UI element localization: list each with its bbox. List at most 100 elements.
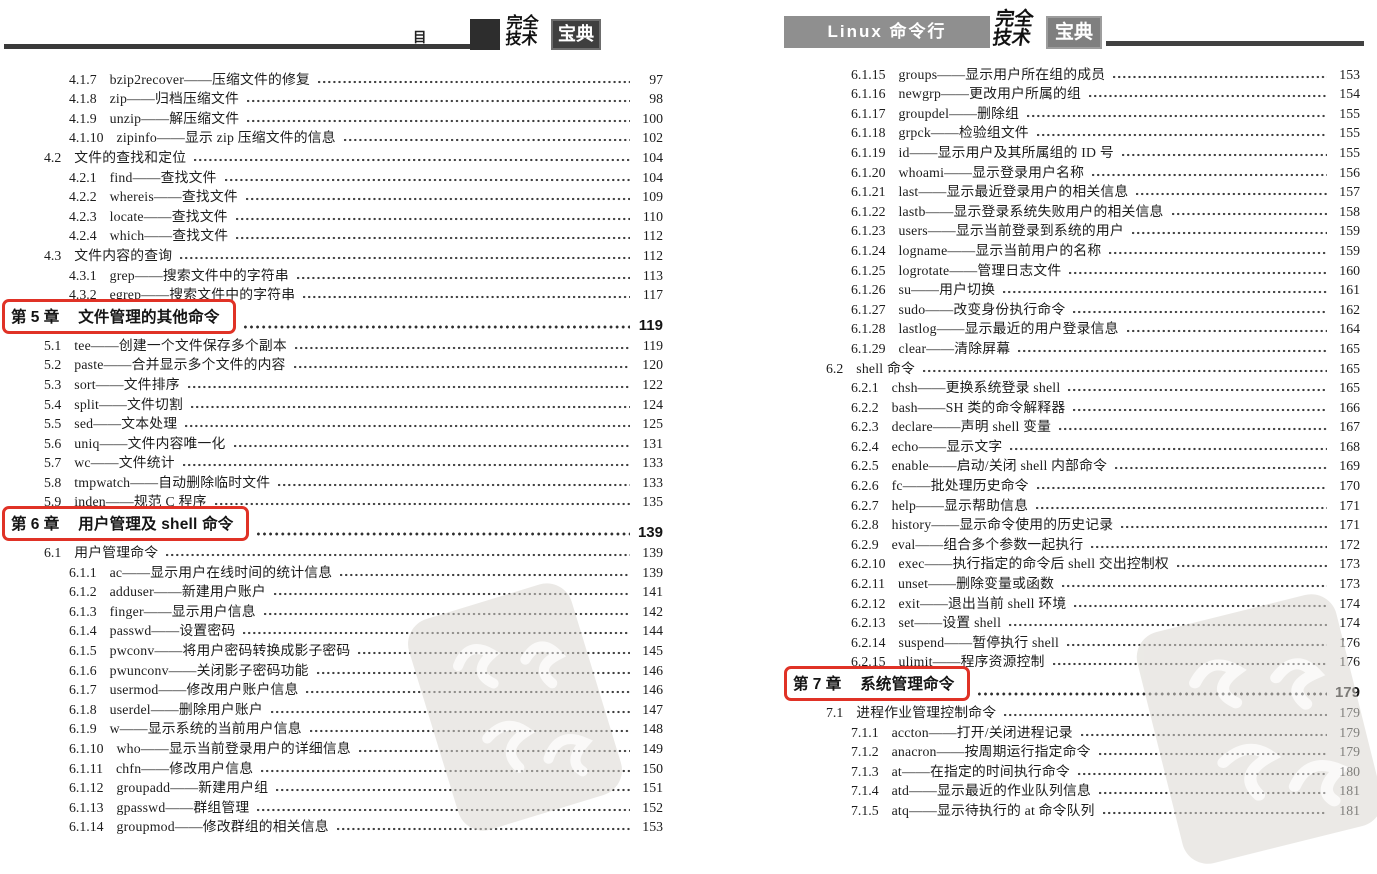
toc-entry-row: 7.1.2 anacron——按周期运行指定命令 179 (790, 741, 1360, 761)
toc-leader-dots (1068, 387, 1327, 394)
toc-entry-title: echo——显示文字 (891, 438, 1003, 454)
toc-entry-page: 160 (1339, 262, 1360, 278)
toc-entry-row: 6.2.7 help——显示帮助信息 171 (790, 494, 1360, 514)
toc-entry-title: set——设置 shell (898, 615, 1002, 631)
toc-leader-dots (243, 324, 630, 331)
toc-entry-number: 6.1.12 (69, 780, 104, 796)
toc-entry-row: 6.1.9 w——显示系统的当前用户信息 148 (8, 718, 663, 738)
toc-entry-number: 4.3.1 (69, 267, 97, 283)
toc-entry-title: history——显示命令使用的历史记录 (891, 517, 1114, 533)
toc-leader-dots (261, 767, 630, 774)
toc-leader-dots (1067, 641, 1327, 648)
right-page-header: Linux 命令行 完全 技术 宝典 (689, 0, 1377, 64)
toc-entry-row: 6.1.5 pwconv——将用户密码转换成影子密码 145 (8, 639, 663, 659)
toc-entry-page: 181 (1339, 802, 1360, 818)
toc-leader-dots (191, 403, 630, 410)
toc-entry-row: 6.2.2 bash——SH 类的命令解释器 166 (790, 396, 1360, 416)
toc-entry-page: 171 (1339, 497, 1360, 513)
toc-entry-row: 4.2.3 locate——查找文件 110 (8, 205, 663, 225)
toc-entry-row: 4.2.4 which——查找文件 112 (8, 225, 663, 245)
toc-entry-number: 6.1.11 (69, 760, 103, 776)
toc-entry-page: 174 (1339, 615, 1360, 631)
toc-leader-dots (1010, 445, 1327, 452)
header-rule (1106, 41, 1364, 46)
toc-leader-dots (340, 571, 630, 578)
toc-entry-number: 6.1.2 (69, 584, 97, 600)
toc-entry-title: chfn——修改用户信息 (115, 760, 254, 776)
toc-entry-title: tmpwatch——自动删除临时文件 (74, 474, 271, 490)
toc-entry-row: 6.1.29 clear——清除屏幕 165 (790, 337, 1360, 357)
toc-entry-number: 6.2.11 (851, 576, 885, 592)
toc-entry-page: 179 (1339, 705, 1360, 720)
toc-entry-row: 6.2.5 enable——启动/关闭 shell 内部命令 169 (790, 455, 1360, 475)
toc-entry-page: 145 (642, 643, 663, 659)
toc-entry-page: 172 (1339, 536, 1360, 552)
toc-entry-row: 6.1.20 whoami——显示登录用户名称 156 (790, 161, 1360, 181)
header-rule (4, 44, 470, 49)
toc-entry-number: 6.1.29 (851, 340, 886, 356)
toc-entry-row: 6.1.26 su——用户切换 161 (790, 279, 1360, 299)
toc-entry-page: 169 (1339, 458, 1360, 474)
toc-entry-number: 6.2.12 (851, 595, 886, 611)
toc-entry-title: newgrp——更改用户所属的组 (898, 86, 1082, 102)
toc-entry-row: 6.2 shell 命令 165 (790, 357, 1360, 377)
toc-leader-dots (166, 552, 630, 559)
toc-entry-row: 6.1.3 finger——显示用户信息 142 (8, 600, 663, 620)
toc-entry-page: 135 (642, 494, 663, 510)
toc-entry-number: 6.2.5 (851, 458, 879, 474)
toc-entry-page: 100 (642, 110, 663, 126)
toc-entry-number: 6.1.13 (69, 799, 104, 815)
toc-leader-dots (182, 462, 630, 469)
toc-leader-dots (1121, 151, 1327, 158)
toc-entry-page: 153 (642, 819, 663, 835)
toc-entry-page: 109 (642, 189, 663, 205)
toc-entry-row: 6.1.21 last——显示最近登录用户的相关信息 157 (790, 181, 1360, 201)
toc-entry-title: 文件内容的查询 (74, 247, 173, 263)
toc-entry-number: 7.1.3 (851, 763, 879, 779)
toc-entry-row: 4.1.8 zip——归档压缩文件 98 (8, 88, 663, 108)
toc-entry-title: 文件管理的其他命令 (78, 309, 220, 327)
toc-entry-number: 6.1.10 (69, 741, 104, 756)
toc-entry-number: 6.1.22 (851, 203, 886, 219)
toc-entry-number: 6.2.8 (851, 517, 879, 533)
toc-entry-title: 系统管理命令 (860, 676, 955, 694)
toc-leader-dots (1102, 809, 1327, 816)
toc-entry-number: 6.2.13 (851, 615, 886, 631)
toc-entry-title: chsh——更换系统登录 shell (891, 380, 1061, 396)
toc-entry-number: 6.1.25 (851, 262, 886, 278)
toc-entry-page: 110 (642, 208, 663, 224)
toc-leader-dots (247, 98, 630, 105)
toc-leader-dots (1003, 289, 1327, 296)
toc-entry-number: 6.1.14 (69, 819, 104, 835)
toc-entry-title: logname——显示当前用户的名称 (898, 242, 1102, 258)
toc-entry-row: 5.5 sed——文本处理 125 (8, 413, 663, 433)
toc-entry-number: 6.2.6 (851, 478, 879, 494)
toc-entry-page: 167 (1339, 419, 1360, 435)
toc-entry-row: 6.1.6 pwunconv——关闭影子密码功能 146 (8, 659, 663, 679)
toc-leader-dots (1080, 731, 1327, 738)
toc-entry-row: 6.2.13 set——设置 shell 174 (790, 612, 1360, 632)
toc-entry-title: clear——清除屏幕 (898, 340, 1011, 356)
toc-leader-dots (1052, 661, 1327, 668)
toc-entry-row: 6.1.10 who——显示当前登录用户的详细信息 149 (8, 737, 663, 757)
logo-square-icon (470, 19, 500, 50)
toc-entry-page: 141 (642, 584, 663, 600)
toc-leader-dots (1113, 73, 1327, 80)
toc-leader-dots (224, 176, 630, 183)
toc-entry-title: groupdel——删除组 (898, 105, 1020, 121)
toc-entry-row: 5.9 inden——规范 C 程序 135 (8, 491, 663, 511)
toc-entry-number: 5.2 (44, 357, 62, 373)
toc-entry-number: 4.3.2 (69, 287, 97, 303)
toc-entry-number: 5.8 (44, 474, 62, 490)
toc-entry-page: 159 (1339, 223, 1360, 239)
toc-entry-title: fc——批处理历史命令 (891, 478, 1029, 494)
toc-entry-title: groupadd——新建用户组 (116, 780, 269, 796)
toc-entry-number: 第 5 章 (11, 309, 60, 327)
toc-entry-title: w——显示系统的当前用户信息 (109, 721, 302, 737)
toc-entry-number: 4.1.9 (69, 110, 97, 126)
toc-entry-title: gpasswd——群组管理 (116, 799, 250, 815)
toc-entry-number: 5.4 (44, 396, 62, 412)
toc-entry-row: 5.2 paste——合并显示多个文件的内容 120 (8, 354, 663, 374)
toc-entry-title: lastb——显示登录系统失败用户的相关信息 (898, 203, 1164, 219)
